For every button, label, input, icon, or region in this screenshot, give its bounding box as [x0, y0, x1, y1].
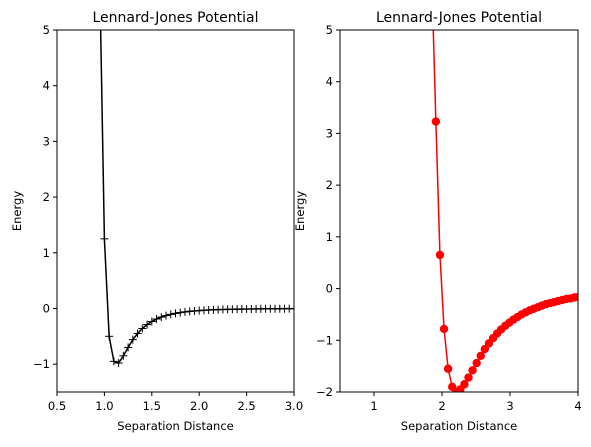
chart-right-xlabel: Separation Distance [401, 419, 517, 433]
chart-right-data-point [460, 380, 469, 389]
chart-right-y-tick-label: −1 [316, 333, 333, 347]
chart-left-y-tick-label: −1 [33, 357, 50, 371]
chart-right-title: Lennard-Jones Potential [376, 10, 542, 26]
chart-left-data-point [152, 315, 161, 324]
chart-right-data-point [468, 366, 477, 375]
chart-right-ylabel: Energy [293, 191, 307, 231]
chart-left-plot: 0.5 1.0 1.5 2.0 2.5 3.0 −1 0 1 2 3 4 5 [33, 23, 303, 413]
chart-right-data-point [435, 250, 445, 260]
chart-left-y-tick-label: 2 [43, 190, 50, 204]
chart-right-data-point [476, 351, 485, 360]
chart-right-x-tick-label: 3 [506, 399, 513, 413]
chart-right-data-point [472, 358, 481, 368]
chart-right-y-tick-label: 3 [326, 126, 333, 140]
chart-right-y-tick-label: 2 [326, 178, 333, 192]
chart-left-x-tick-label: 1.0 [95, 399, 113, 413]
chart-right-data-point [439, 324, 449, 334]
chart-left-title: Lennard-Jones Potential [93, 10, 259, 26]
chart-right-y-tick-label: 5 [326, 23, 333, 37]
chart-left-data-point [119, 351, 128, 360]
chart-left-data-point [157, 313, 166, 322]
chart-right-axes-frame [339, 29, 579, 393]
chart-left-data-point [290, 304, 294, 313]
chart-left-axes-frame [56, 29, 295, 393]
chart-left-y-tick-label: 0 [43, 301, 50, 315]
chart-left-data-point [166, 310, 175, 319]
chart-left-data-point [109, 357, 118, 366]
chart-right-y-tick-label: 0 [326, 282, 333, 296]
chart-left-xlabel: Separation Distance [117, 419, 233, 433]
chart-left-data-point [128, 335, 137, 344]
chart-left-data-point [143, 320, 152, 329]
chart-left-data-point [176, 308, 185, 317]
chart-right-data-point [443, 364, 453, 373]
chart-left-data-point [162, 311, 171, 320]
chart-right-y-tick-label: −2 [316, 385, 333, 399]
chart-left-y-tick-label: 1 [43, 246, 50, 260]
chart-left-data-point [138, 324, 147, 333]
chart-right-y-tick-label: 1 [326, 230, 333, 244]
chart-right-plot: 1 2 3 4 −2 −1 0 1 2 3 4 5 [316, 23, 582, 413]
chart-left-y-tick-label: 4 [43, 79, 50, 93]
chart-left-data-point [133, 329, 142, 338]
chart-left: Lennard-Jones Potential Separation Dista… [10, 10, 303, 433]
chart-left-data-point [105, 332, 114, 341]
chart-left-data-point [124, 343, 133, 352]
chart-left-x-tick-label: 2.0 [190, 399, 208, 413]
chart-right: Lennard-Jones Potential Separation Dista… [293, 10, 582, 433]
chart-left-x-tick-label: 0.5 [48, 399, 66, 413]
chart-right-x-tick-label: 1 [370, 399, 377, 413]
chart-left-data-point [147, 317, 156, 326]
chart-left-x-tick-label: 2.5 [237, 399, 255, 413]
chart-right-data-point [464, 373, 473, 382]
chart-left-x-tick-label: 3.0 [285, 399, 303, 413]
chart-right-x-tick-label: 2 [438, 399, 445, 413]
chart-left-data-point [180, 307, 189, 316]
chart-left-data-point [100, 234, 109, 243]
chart-left-data-point [114, 359, 123, 368]
chart-left-y-tick-label: 3 [43, 134, 50, 148]
chart-right-y-tick-label: 4 [326, 75, 333, 89]
chart-right-data-point [574, 292, 578, 301]
chart-left-ylabel: Energy [10, 191, 24, 231]
chart-left-data-point [171, 309, 180, 318]
chart-right-x-tick-label: 4 [574, 399, 581, 413]
chart-left-y-tick-label: 5 [43, 23, 50, 37]
chart-right-data-point [431, 117, 441, 126]
chart-right-series-line [432, 30, 578, 392]
chart-left-series-group [99, 30, 294, 368]
chart-left-x-tick-label: 1.5 [143, 399, 161, 413]
chart-right-series-group [431, 30, 578, 392]
